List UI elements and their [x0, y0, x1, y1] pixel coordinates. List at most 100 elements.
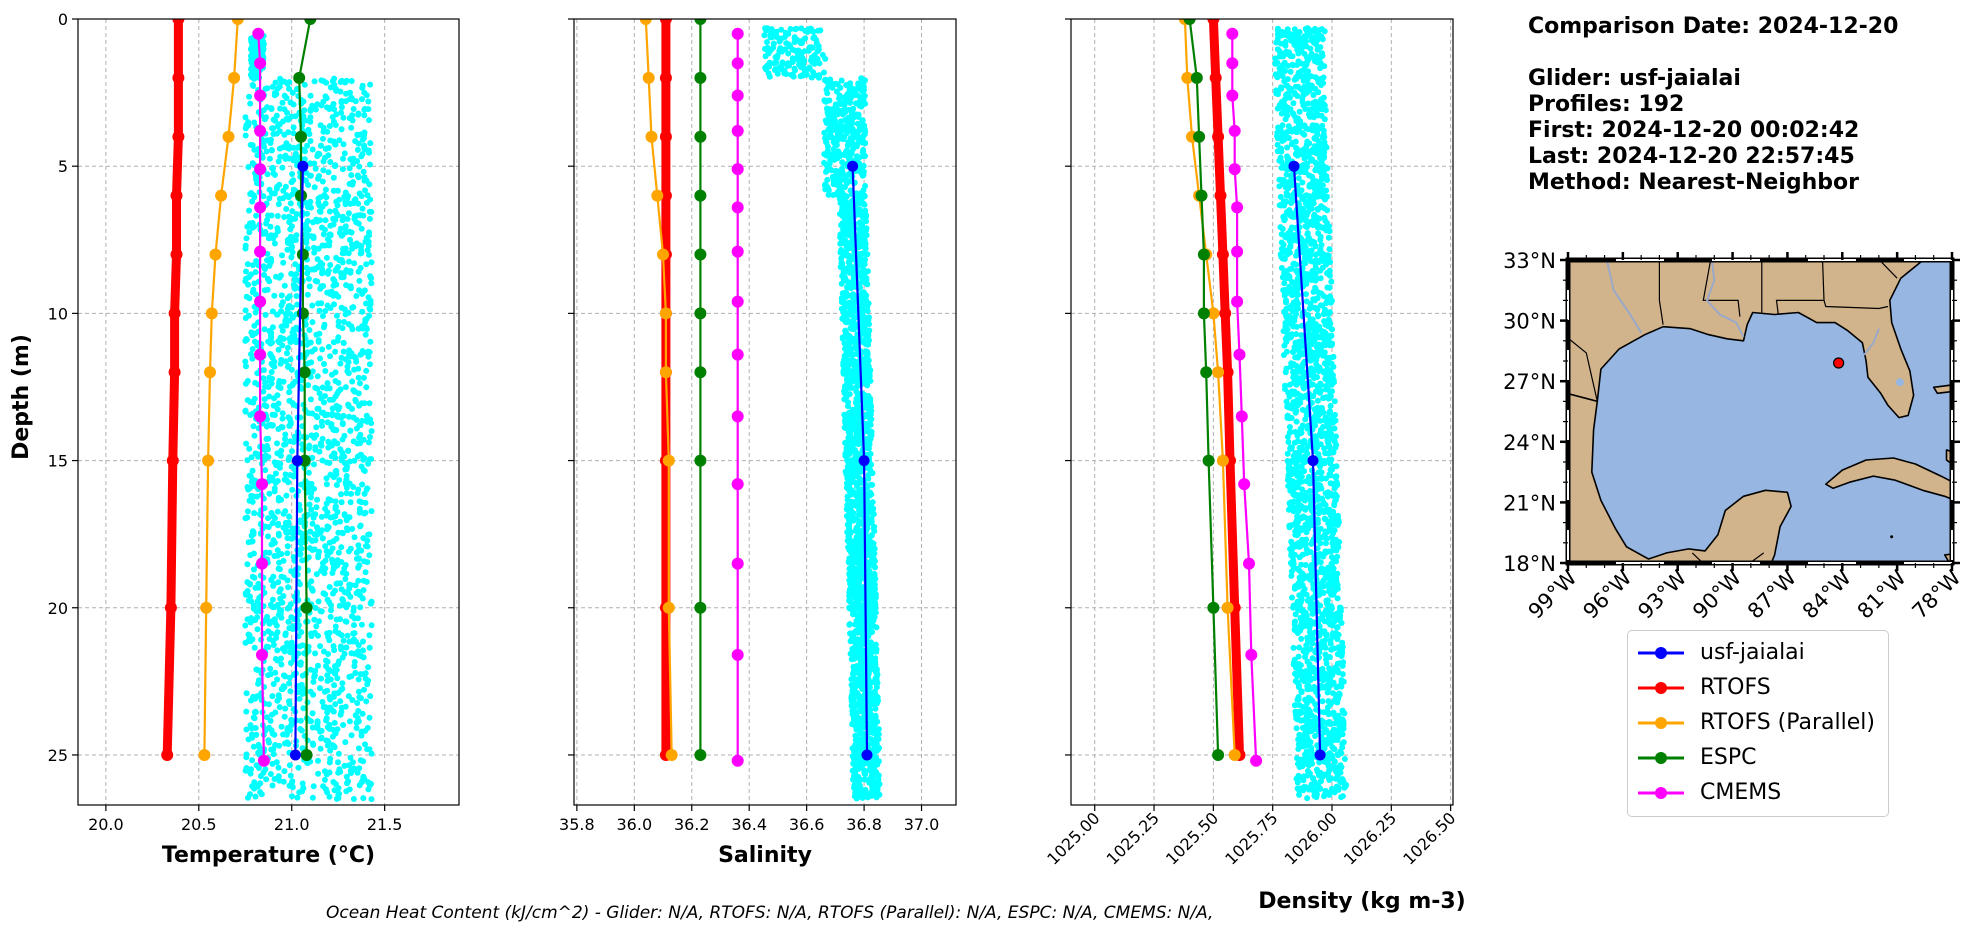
scatter-point	[358, 225, 365, 232]
scatter-point	[862, 256, 868, 263]
scatter-point	[360, 374, 367, 381]
scatter-point	[343, 618, 350, 625]
series-point	[659, 71, 672, 84]
scatter-point	[250, 493, 257, 500]
scatter-point	[266, 195, 273, 202]
scatter-point	[366, 531, 373, 538]
scatter-point	[255, 584, 262, 591]
scatter-point	[767, 34, 774, 41]
scatter-point	[365, 348, 372, 355]
scatter-point	[872, 791, 879, 798]
scatter-point	[308, 204, 314, 211]
scatter-point	[347, 427, 354, 434]
scatter-point	[327, 755, 334, 762]
scatter-point	[357, 523, 364, 530]
scatter-point	[334, 337, 341, 344]
scatter-point	[844, 379, 851, 386]
scatter-point	[309, 520, 316, 527]
scatter-point	[338, 491, 344, 498]
scatter-point	[854, 92, 861, 99]
scatter-point	[284, 543, 291, 550]
scatter-point	[323, 254, 330, 261]
scatter-point	[850, 474, 856, 481]
scatter-point	[866, 621, 873, 628]
scatter-point	[274, 213, 281, 219]
scatter-point	[854, 701, 861, 708]
scatter-point	[343, 98, 349, 105]
scatter-point	[298, 385, 305, 392]
scatter-point	[873, 648, 880, 655]
series-point	[166, 454, 179, 467]
scatter-point	[267, 771, 274, 777]
scatter-point	[846, 369, 852, 376]
scatter-point	[842, 117, 849, 124]
scatter-point	[290, 144, 297, 151]
scatter-point	[243, 708, 250, 715]
scatter-point	[356, 555, 363, 562]
scatter-point	[348, 94, 355, 101]
scatter-point	[274, 392, 281, 399]
scatter-point	[862, 769, 869, 776]
scatter-point	[867, 791, 874, 798]
scatter-point	[338, 559, 345, 565]
scatter-point	[353, 719, 360, 726]
scatter-point	[332, 503, 339, 510]
scatter-point	[858, 603, 865, 610]
scatter-point	[363, 324, 370, 331]
scatter-point	[319, 203, 326, 210]
scatter-point	[334, 726, 341, 733]
scatter-point	[783, 71, 790, 77]
scatter-point	[243, 726, 250, 733]
scatter-point	[309, 302, 316, 309]
scatter-point	[279, 164, 286, 171]
scatter-point	[332, 670, 339, 677]
scatter-point	[268, 369, 275, 375]
scatter-point	[849, 299, 856, 306]
scatter-point	[348, 490, 354, 497]
series-point	[231, 19, 244, 25]
scatter-point	[353, 358, 360, 365]
scatter-point	[339, 680, 346, 687]
scatter-point	[849, 279, 856, 286]
scatter-point	[320, 135, 326, 142]
scatter-point	[307, 198, 314, 205]
scatter-point	[845, 341, 852, 347]
scatter-point	[850, 271, 857, 278]
scatter-point	[248, 766, 254, 773]
scatter-point	[850, 760, 857, 767]
scatter-point	[846, 507, 853, 514]
scatter-point	[260, 263, 267, 270]
scatter-point	[351, 650, 358, 657]
series-point	[252, 27, 265, 40]
scatter-point	[249, 573, 256, 580]
scatter-point	[838, 255, 845, 262]
scatter-point	[324, 104, 330, 111]
series-point	[659, 189, 672, 202]
scatter-point	[338, 414, 345, 421]
scatter-point	[788, 71, 795, 78]
scatter-point	[318, 440, 324, 447]
scatter-point	[350, 630, 357, 637]
scatter-point	[251, 432, 258, 439]
scatter-point	[268, 541, 275, 548]
scatter-point	[365, 238, 372, 245]
scatter-point	[315, 632, 321, 639]
scatter-point	[315, 598, 322, 605]
series-point	[642, 71, 655, 84]
scatter-point	[351, 388, 358, 394]
scatter-point	[848, 681, 855, 688]
scatter-point	[838, 280, 845, 287]
scatter-point	[848, 85, 855, 92]
scatter-point	[272, 656, 279, 662]
scatter-point	[847, 630, 853, 637]
scatter-point	[326, 769, 333, 776]
scatter-point	[281, 713, 288, 720]
scatter-point	[273, 273, 279, 280]
scatter-point	[319, 242, 326, 249]
scatter-point	[768, 26, 775, 33]
scatter-point	[287, 601, 294, 608]
scatter-point	[848, 656, 855, 663]
scatter-point	[358, 728, 365, 735]
series-point	[161, 749, 174, 761]
scatter-point	[327, 353, 334, 360]
